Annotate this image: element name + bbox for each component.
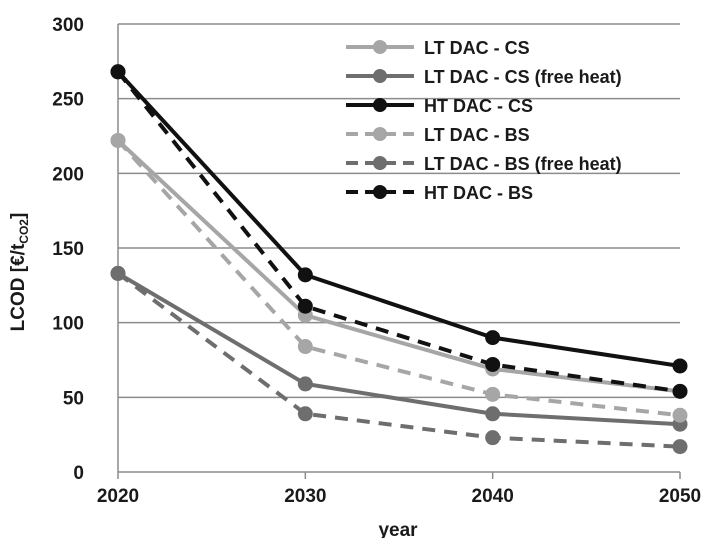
data-point bbox=[297, 406, 313, 422]
x-tick-label: 2020 bbox=[97, 486, 139, 507]
y-tick-label: 200 bbox=[52, 164, 84, 185]
data-point bbox=[485, 330, 501, 346]
y-axis-title-close: ] bbox=[8, 213, 29, 219]
series-line bbox=[116, 271, 681, 427]
series-4 bbox=[110, 132, 688, 423]
data-point bbox=[672, 407, 688, 423]
tick-labels: 0 50 100 150 200 250 300 2020 2030 2040 2050 bbox=[52, 15, 701, 507]
legend-item: LT DAC - CS (free heat) bbox=[346, 67, 622, 87]
y-tick-label: 0 bbox=[73, 463, 84, 484]
legend-label: HT DAC - BS bbox=[424, 183, 533, 203]
x-tick-label: 2040 bbox=[472, 486, 514, 507]
legend-label: HT DAC - CS bbox=[424, 96, 533, 116]
legend-swatch-marker bbox=[373, 127, 387, 141]
data-point bbox=[110, 265, 126, 281]
legend-swatch-marker bbox=[373, 185, 387, 199]
y-tick-label: 100 bbox=[52, 314, 84, 335]
series-6 bbox=[110, 64, 688, 399]
data-point bbox=[485, 386, 501, 402]
data-point bbox=[110, 132, 126, 148]
x-tick-label: 2050 bbox=[659, 486, 701, 507]
legend-swatch-marker bbox=[373, 156, 387, 170]
data-point bbox=[297, 376, 313, 392]
series-3 bbox=[110, 64, 688, 374]
legend-item: LT DAC - BS bbox=[346, 125, 530, 145]
y-tick-label: 250 bbox=[52, 90, 84, 111]
x-tick-label: 2030 bbox=[284, 486, 326, 507]
legend-label: LT DAC - CS (free heat) bbox=[424, 67, 622, 87]
data-point bbox=[297, 267, 313, 283]
data-point bbox=[672, 383, 688, 399]
data-point bbox=[297, 298, 313, 314]
legend-label: LT DAC - BS (free heat) bbox=[424, 154, 622, 174]
data-point bbox=[485, 356, 501, 372]
series-line bbox=[116, 70, 681, 394]
data-point bbox=[485, 430, 501, 446]
data-point bbox=[672, 439, 688, 455]
y-tick-label: 300 bbox=[52, 15, 84, 36]
data-point bbox=[672, 358, 688, 374]
legend-swatch-marker bbox=[373, 69, 387, 83]
series-line bbox=[116, 271, 681, 449]
series-line bbox=[116, 70, 681, 368]
series-5 bbox=[110, 265, 688, 455]
y-axis-title-main: LCOD [€/t bbox=[8, 243, 29, 331]
axes bbox=[117, 24, 681, 479]
data-point bbox=[110, 64, 126, 80]
y-axis-title-subscript: CO2 bbox=[17, 219, 31, 244]
legend-item: HT DAC - BS bbox=[346, 183, 533, 203]
y-tick-label: 150 bbox=[52, 239, 84, 260]
legend-swatch-marker bbox=[373, 98, 387, 112]
legend-label: LT DAC - BS bbox=[424, 125, 530, 145]
series bbox=[110, 64, 688, 455]
x-axis-title: year bbox=[378, 520, 418, 538]
legend-item: HT DAC - CS bbox=[346, 96, 533, 116]
series-line bbox=[116, 139, 681, 418]
data-point bbox=[297, 339, 313, 355]
legend-swatch-marker bbox=[373, 40, 387, 54]
legend-item: LT DAC - CS bbox=[346, 38, 530, 58]
series-line bbox=[116, 139, 681, 394]
y-axis-title: LCOD [€/tCO2] bbox=[8, 213, 31, 332]
data-point bbox=[485, 406, 501, 422]
legend-label: LT DAC - CS bbox=[424, 38, 530, 58]
legend: LT DAC - CS LT DAC - CS (free heat) HT DAC… bbox=[346, 38, 622, 203]
legend-item: LT DAC - BS (free heat) bbox=[346, 154, 622, 174]
y-tick-label: 50 bbox=[63, 388, 84, 409]
